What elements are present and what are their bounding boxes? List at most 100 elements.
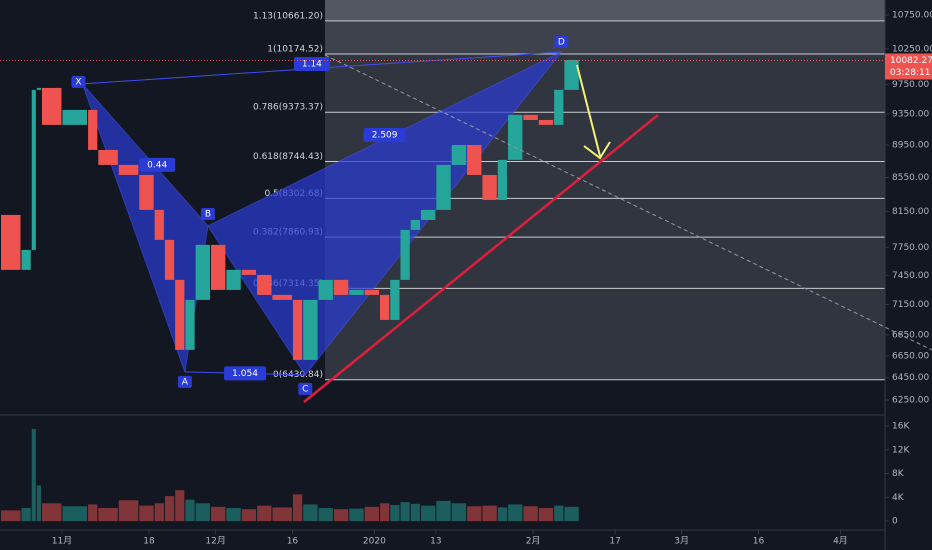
volume-bar bbox=[154, 503, 164, 522]
volume-bar bbox=[292, 494, 303, 522]
volume-bar bbox=[333, 509, 349, 522]
y-tick-label: 6250.00 bbox=[892, 395, 929, 405]
candle bbox=[154, 209, 164, 240]
vol-tick-label: 0 bbox=[892, 517, 898, 527]
volume-bar bbox=[118, 500, 139, 522]
volume-bar bbox=[164, 496, 175, 522]
volume-bar bbox=[410, 503, 420, 522]
volume-bar bbox=[62, 506, 88, 522]
candle bbox=[482, 174, 497, 200]
candle bbox=[390, 279, 400, 320]
candle bbox=[303, 299, 318, 360]
ratio-label: 0.44 bbox=[147, 160, 167, 170]
y-tick-label: 8550.00 bbox=[892, 173, 929, 183]
point-label: X bbox=[75, 77, 81, 87]
volume-bar bbox=[36, 485, 41, 522]
volume-bar bbox=[364, 506, 380, 522]
candle bbox=[349, 289, 364, 295]
axes: 10750.00 10250.00 9750.00 9350.00 8950.00 855… bbox=[0, 10, 932, 547]
candle bbox=[380, 294, 390, 320]
trend-line bbox=[303, 114, 659, 403]
volume-bar bbox=[451, 503, 467, 522]
candle bbox=[508, 114, 523, 160]
volume-bar bbox=[185, 499, 195, 522]
y-tick-label: 7450.00 bbox=[892, 271, 929, 281]
volume-bar bbox=[272, 507, 292, 522]
y-tick-label: 8950.00 bbox=[892, 141, 929, 151]
y-tick-label: 10750.00 bbox=[892, 10, 932, 20]
point-box bbox=[71, 75, 86, 88]
candle bbox=[318, 279, 333, 300]
x-tick-label: 16 bbox=[287, 537, 299, 547]
volume-bar bbox=[139, 505, 154, 522]
volume-bar bbox=[41, 503, 62, 522]
volume-bar bbox=[31, 428, 36, 522]
candle bbox=[210, 244, 226, 290]
volume-bar bbox=[467, 506, 482, 522]
arrow bbox=[576, 64, 611, 160]
y-tick-label: 6450.00 bbox=[892, 373, 929, 383]
volume-bar bbox=[400, 502, 410, 522]
point-label: A bbox=[182, 377, 189, 387]
fib-label: 0.786(9373.37) bbox=[253, 103, 323, 113]
candle bbox=[523, 114, 538, 120]
y-tick-label: 9750.00 bbox=[892, 80, 929, 90]
volume-bar bbox=[436, 500, 451, 522]
y-tick-label: 10250.00 bbox=[892, 44, 932, 54]
candle bbox=[88, 109, 98, 150]
volume-bar bbox=[257, 505, 272, 522]
candle bbox=[98, 149, 118, 165]
x-tick-label: 2月 bbox=[526, 536, 541, 547]
volume-bar bbox=[349, 508, 364, 522]
volume-bar bbox=[420, 505, 436, 522]
volume-bar bbox=[303, 504, 318, 522]
vol-tick-label: 12K bbox=[892, 445, 910, 455]
candle bbox=[185, 299, 195, 350]
fib-label: 1.13(10661.20) bbox=[253, 11, 323, 21]
point-box bbox=[554, 35, 569, 48]
volume-bar bbox=[21, 508, 31, 522]
candle bbox=[467, 144, 482, 175]
ratio-label: 2.509 bbox=[372, 130, 398, 140]
fib-label: 0.618(8744.43) bbox=[253, 152, 323, 162]
countdown: 03:28:11 bbox=[890, 68, 930, 78]
candles bbox=[0, 59, 579, 360]
x-tick-label: 12月 bbox=[205, 536, 225, 547]
vol-tick-label: 4K bbox=[892, 493, 905, 503]
candle bbox=[257, 274, 272, 295]
x-tick-label: 13 bbox=[430, 537, 441, 547]
x-tick-label: 3月 bbox=[674, 536, 689, 547]
candle bbox=[1, 214, 21, 270]
candle bbox=[420, 209, 436, 220]
fib-upper-zone bbox=[325, 0, 885, 21]
point-box bbox=[200, 207, 215, 220]
ratio-box bbox=[224, 366, 267, 381]
y-tick-label: 6850.00 bbox=[892, 330, 929, 340]
volume-bar bbox=[508, 504, 523, 522]
candle bbox=[538, 119, 554, 125]
volume-bar bbox=[88, 504, 98, 522]
x-tick-label: 4月 bbox=[833, 536, 848, 547]
candle bbox=[36, 87, 41, 90]
volume-bar bbox=[226, 508, 241, 522]
candle bbox=[272, 294, 292, 300]
last-price-label: 10082.27 bbox=[890, 56, 932, 66]
volume-bar bbox=[210, 506, 226, 522]
volume-bar bbox=[318, 508, 333, 522]
x-tick-label: 11月 bbox=[52, 536, 72, 547]
point-label: D bbox=[558, 37, 565, 47]
candle bbox=[41, 87, 62, 125]
ratio-label: 1.054 bbox=[232, 369, 258, 379]
volume-bar bbox=[195, 503, 210, 522]
candle bbox=[31, 89, 36, 250]
fib-label: 0(6430.84) bbox=[273, 370, 323, 380]
candle bbox=[139, 174, 154, 210]
candle bbox=[364, 289, 380, 295]
y-tick-label: 8150.00 bbox=[892, 207, 929, 217]
vol-tick-label: 16K bbox=[892, 421, 910, 431]
candle bbox=[292, 299, 303, 360]
volume-bar bbox=[564, 506, 579, 522]
ratio-box bbox=[139, 157, 176, 172]
point-label: B bbox=[205, 209, 211, 219]
